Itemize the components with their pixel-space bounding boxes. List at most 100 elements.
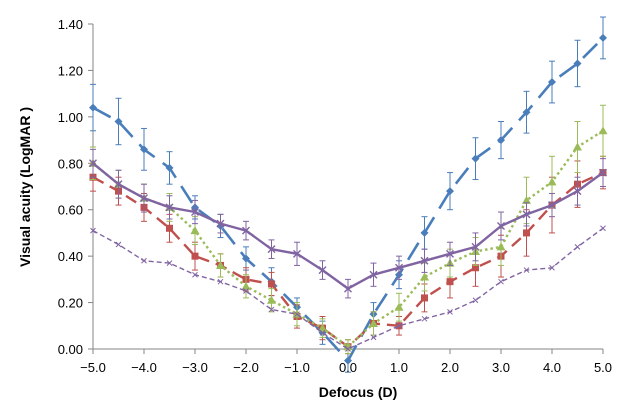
y-axis-title: Visual acuity (LogMAR ) — [17, 107, 33, 267]
data-point — [242, 226, 250, 235]
data-point — [471, 154, 480, 163]
data-point — [471, 242, 480, 251]
data-point — [115, 241, 122, 248]
x-tick-label: 1.0 — [390, 360, 408, 375]
data-point — [89, 159, 97, 168]
series-line — [92, 227, 604, 350]
data-point — [600, 225, 606, 232]
y-tick-label: 0.00 — [58, 342, 83, 357]
data-point — [241, 281, 251, 290]
data-point — [191, 208, 199, 217]
data-point — [293, 249, 301, 258]
tick-labels: 0.00 0.20 0.40 0.60 0.80 1.00 1.20 1.40 −5.0 −4.0… — [58, 17, 612, 375]
data-point — [498, 278, 504, 285]
data-point — [140, 194, 148, 203]
data-point — [267, 295, 276, 304]
data-point — [523, 267, 530, 273]
data-point — [165, 203, 174, 212]
data-point — [599, 33, 607, 42]
y-tick-label: 1.40 — [58, 17, 83, 32]
data-point — [192, 271, 198, 278]
x-tick-label: −5.0 — [80, 360, 106, 375]
data-point — [344, 356, 352, 365]
x-tick-label: −2.0 — [233, 360, 259, 375]
data-point — [547, 177, 557, 186]
x-axis-title: Defocus (D) — [319, 384, 398, 400]
data-point — [497, 221, 505, 230]
data-point — [191, 252, 199, 260]
data-point — [446, 249, 454, 258]
data-point — [319, 329, 326, 336]
x-tick-label: 0.0 — [339, 360, 357, 375]
y-tick-label: 0.40 — [58, 249, 83, 264]
data-point — [394, 302, 404, 311]
data-point — [216, 219, 225, 228]
data-point — [548, 201, 556, 210]
data-point — [242, 254, 250, 263]
data-point — [396, 322, 402, 329]
series-5 — [90, 225, 606, 352]
data-point — [598, 126, 608, 135]
series-line — [92, 129, 604, 348]
y-tick-label: 1.00 — [58, 110, 83, 125]
data-point — [421, 294, 428, 302]
y-tick-label: 0.20 — [58, 296, 83, 311]
data-point — [90, 227, 96, 234]
x-tick-label: −4.0 — [131, 360, 157, 375]
x-tick-label: −3.0 — [182, 360, 208, 375]
data-point — [345, 346, 351, 352]
data-point — [599, 168, 607, 177]
data-point — [318, 323, 327, 332]
data-point — [89, 103, 97, 112]
x-tick-label: 5.0 — [594, 360, 612, 375]
data-point — [472, 264, 479, 272]
data-point — [573, 187, 582, 196]
data-point — [573, 142, 582, 151]
data-point — [573, 59, 582, 68]
data-point — [268, 280, 275, 288]
data-point — [472, 297, 479, 304]
data-point — [549, 264, 555, 271]
data-point — [217, 278, 224, 285]
data-point — [243, 288, 249, 294]
x-tick-label: 3.0 — [492, 360, 510, 375]
data-point — [523, 229, 530, 237]
series-1 — [89, 16, 607, 373]
data-point — [574, 244, 581, 250]
data-point — [267, 245, 276, 254]
data-point — [166, 224, 173, 232]
series-layer — [88, 16, 608, 373]
data-point — [369, 270, 378, 279]
data-point — [522, 195, 531, 204]
data-point — [420, 256, 429, 265]
data-point — [190, 226, 200, 235]
data-point — [216, 260, 225, 269]
data-point — [294, 311, 300, 318]
x-tick-label: 4.0 — [543, 360, 561, 375]
series-2 — [89, 155, 607, 355]
y-tick-label: 0.60 — [58, 203, 83, 218]
data-point — [497, 136, 505, 145]
data-point — [369, 318, 378, 327]
y-tick-label: 1.20 — [58, 63, 83, 78]
x-tick-label: −1.0 — [284, 360, 310, 375]
data-point — [395, 263, 403, 272]
x-tick-label: 2.0 — [441, 360, 459, 375]
data-point — [140, 145, 148, 154]
data-point — [420, 272, 429, 281]
data-point — [114, 117, 123, 126]
data-point — [166, 260, 173, 266]
data-point — [446, 278, 454, 286]
data-point — [548, 78, 556, 87]
data-point — [114, 180, 123, 189]
y-tick-label: 0.80 — [58, 156, 83, 171]
data-point — [165, 163, 174, 172]
data-point — [496, 242, 506, 251]
data-point — [268, 306, 275, 313]
data-point — [446, 187, 454, 196]
data-point — [370, 334, 377, 341]
data-point — [522, 108, 531, 117]
data-point — [420, 228, 429, 237]
data-point — [141, 257, 147, 264]
data-point — [522, 210, 531, 219]
